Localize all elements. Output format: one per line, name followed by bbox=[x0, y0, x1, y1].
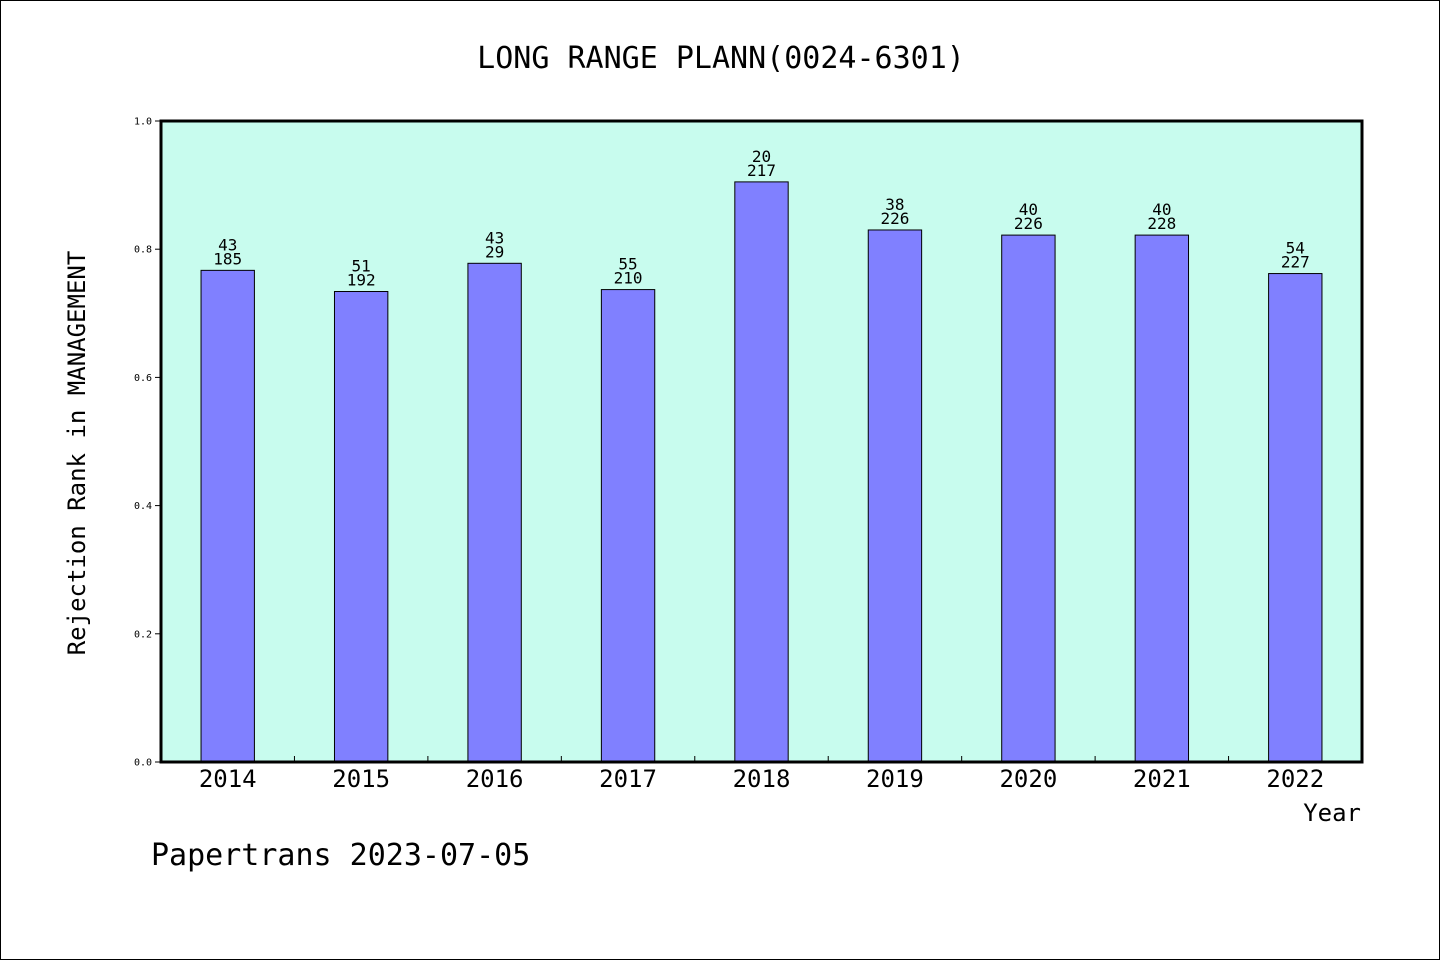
y-tick-label: 1.0 bbox=[134, 117, 152, 128]
x-category-label: 2020 bbox=[999, 765, 1057, 793]
y-tick-label: 0.0 bbox=[134, 758, 152, 769]
y-tick-label: 0.6 bbox=[134, 373, 152, 384]
y-tick-label: 0.4 bbox=[134, 501, 152, 512]
bar-label-top: 43 bbox=[218, 235, 237, 254]
bar-label-bottom: 210 bbox=[614, 269, 643, 288]
x-category-label: 2015 bbox=[332, 765, 390, 793]
y-axis-label: Rejection Rank in MANAGEMENT bbox=[63, 251, 91, 656]
labels-layer: 0.00.20.40.60.81.01854320141925120152943… bbox=[134, 117, 1324, 794]
x-category-label: 2017 bbox=[599, 765, 657, 793]
x-category-label: 2022 bbox=[1266, 765, 1324, 793]
y-tick-label: 0.8 bbox=[134, 245, 152, 256]
bar-label-top: 54 bbox=[1286, 239, 1305, 258]
bar-2019 bbox=[867, 229, 923, 763]
bar-label-top: 55 bbox=[618, 255, 637, 274]
bar-2022 bbox=[1268, 273, 1323, 763]
bar-label-top: 51 bbox=[352, 257, 371, 276]
plot-border bbox=[159, 119, 1364, 764]
bar-2016 bbox=[467, 262, 522, 763]
x-category-label: 2016 bbox=[466, 765, 524, 793]
bar-label-bottom: 228 bbox=[1147, 214, 1176, 233]
x-category-label: 2021 bbox=[1133, 765, 1191, 793]
chart-title: LONG RANGE PLANN(0024-6301) bbox=[477, 41, 965, 76]
bar-label-top: 38 bbox=[885, 195, 904, 214]
bar-label-bottom: 185 bbox=[213, 249, 242, 268]
bar-label-bottom: 226 bbox=[1014, 214, 1043, 233]
bar-label-top: 40 bbox=[1152, 200, 1171, 219]
bar-label-bottom: 217 bbox=[747, 161, 776, 180]
bar-label-bottom: 192 bbox=[347, 271, 376, 290]
bar-2020 bbox=[1001, 234, 1056, 763]
x-category-label: 2019 bbox=[866, 765, 924, 793]
x-category-label: 2014 bbox=[199, 765, 257, 793]
footer-note: Papertrans 2023-07-05 bbox=[151, 838, 530, 873]
x-category-label: 2018 bbox=[733, 765, 791, 793]
bar-2017 bbox=[600, 289, 656, 763]
bar-2014 bbox=[200, 269, 255, 763]
bar-label-top: 43 bbox=[485, 228, 504, 247]
x-axis-label: Year bbox=[1303, 799, 1361, 827]
bar-2015 bbox=[333, 291, 389, 763]
y-tick-label: 0.2 bbox=[134, 629, 152, 640]
bar-2018 bbox=[734, 181, 789, 763]
bar-label-top: 20 bbox=[752, 147, 771, 166]
bar-label-bottom: 226 bbox=[880, 209, 909, 228]
bar-label-top: 40 bbox=[1019, 200, 1038, 219]
bar-label-bottom: 29 bbox=[485, 242, 504, 261]
bar-2021 bbox=[1134, 234, 1190, 763]
bars-layer bbox=[200, 181, 1323, 763]
bar-label-bottom: 227 bbox=[1281, 253, 1310, 272]
